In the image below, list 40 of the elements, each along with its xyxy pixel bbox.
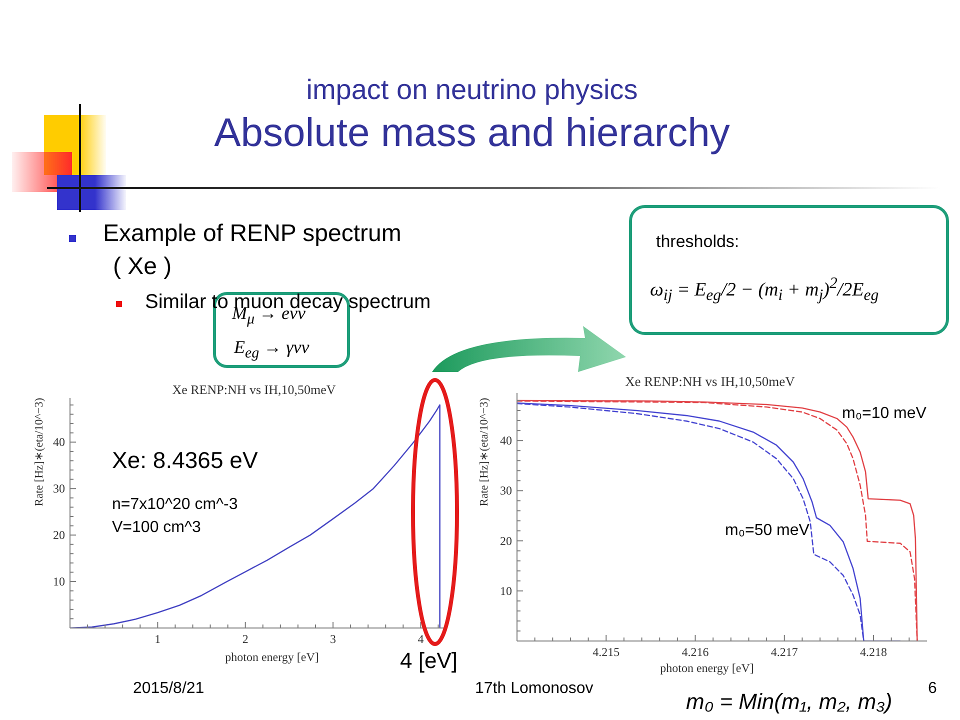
text: m₀ = Min(m₁, m₂, m₃) bbox=[686, 689, 892, 715]
y-tick-label: 10 bbox=[500, 584, 512, 598]
x-tick-label: 4.216 bbox=[682, 645, 709, 659]
text: impact on neutrino physics bbox=[306, 74, 638, 106]
line-series bbox=[70, 404, 440, 628]
chart-title: Xe RENP:NH vs IH,10,50meV bbox=[172, 382, 336, 398]
text: thresholds: bbox=[656, 232, 740, 252]
chart-title: Xe RENP:NH vs IH,10,50meV bbox=[625, 374, 795, 390]
x-tick-label: 2 bbox=[242, 632, 248, 646]
x-tick-label: 4.217 bbox=[770, 645, 798, 659]
annotation: V=100 cm^3 bbox=[112, 518, 201, 538]
text: ω$_{ij}$ = E$_{eg}$/2 − (m$_{i}$ + m$_{j}$)$^{2}$/2E$_{eg}$ bbox=[650, 275, 879, 304]
text: 2015/8/21 bbox=[133, 680, 204, 698]
y-tick-label: 30 bbox=[53, 482, 65, 496]
y-tick-label: 30 bbox=[500, 484, 512, 498]
y-tick-label: 40 bbox=[53, 435, 65, 450]
x-tick-label: 4.218 bbox=[860, 645, 888, 659]
y-tick-label: 40 bbox=[500, 434, 512, 448]
text: Example of RENP spectrum bbox=[103, 220, 402, 248]
annotation: n=7x10^20 cm^-3 bbox=[112, 496, 238, 514]
text: E$_{eg}$ → γνν bbox=[234, 336, 310, 362]
x-axis-title: photon energy [eV] bbox=[660, 661, 754, 676]
x-tick-label: 4.215 bbox=[592, 645, 620, 659]
y-tick-label: 20 bbox=[500, 534, 512, 548]
y-tick-label: 20 bbox=[53, 528, 65, 542]
text: 4 [eV] bbox=[400, 648, 458, 674]
text: Absolute mass and hierarchy bbox=[214, 110, 730, 156]
x-tick-label: 3 bbox=[330, 632, 336, 646]
annotation: m₀=10 meV bbox=[842, 404, 926, 424]
y-axis-title: Rate [Hz]∗(eta/10^−3) bbox=[478, 398, 492, 506]
text: 6 bbox=[928, 680, 937, 698]
y-axis-title: Rate [Hz]∗(eta/10^−3) bbox=[33, 398, 46, 506]
y-tick-label: 10 bbox=[53, 574, 65, 589]
x-axis-title: photon energy [eV] bbox=[225, 650, 319, 665]
text: 17th Lomonosov bbox=[475, 680, 594, 698]
x-tick-label: 4 bbox=[418, 632, 424, 646]
annotation: m₀=50 meV bbox=[725, 522, 810, 540]
text: ( Xe ) bbox=[113, 253, 172, 281]
annotation: Xe: 8.4365 eV bbox=[112, 446, 258, 474]
x-tick-label: 1 bbox=[154, 632, 161, 646]
